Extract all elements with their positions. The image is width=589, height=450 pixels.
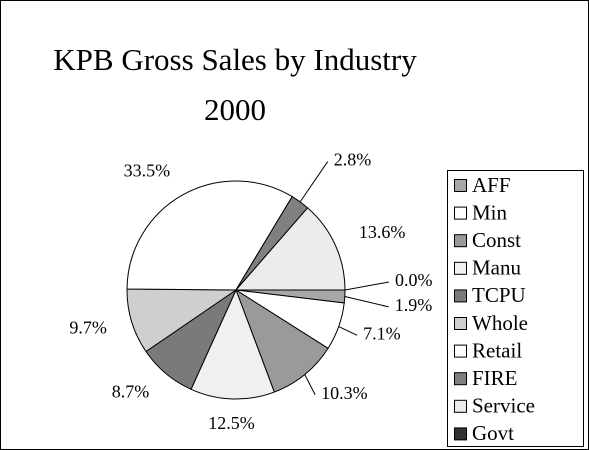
legend-box — [447, 170, 584, 447]
legend-label: Whole — [472, 311, 528, 335]
data-label: 33.5% — [124, 160, 171, 180]
data-label: 10.3% — [321, 383, 368, 403]
data-label: 9.7% — [69, 317, 107, 337]
leader-line — [304, 374, 316, 395]
legend-label: AFF — [472, 173, 511, 197]
chart-title: KPB Gross Sales by Industry — [53, 42, 417, 77]
legend-label: Manu — [472, 256, 521, 280]
legend-swatch — [454, 261, 467, 275]
legend-swatch — [454, 289, 467, 303]
leader-line — [344, 281, 390, 291]
legend-swatch — [454, 399, 467, 413]
data-label: 2.8% — [334, 150, 372, 170]
data-label: 1.9% — [395, 295, 433, 315]
leader-line — [338, 326, 358, 336]
data-label: 8.7% — [112, 382, 150, 402]
legend-swatch — [454, 234, 467, 248]
pie-slice — [235, 288, 329, 393]
leader-line — [299, 161, 329, 203]
legend-label: Govt — [472, 421, 514, 445]
legend-swatch — [454, 317, 467, 330]
chart-subtitle: 2000 — [204, 92, 266, 127]
legend-swatch — [454, 179, 467, 192]
legend-label: TCPU — [472, 283, 526, 307]
legend-swatch — [454, 206, 467, 220]
legend-label: Retail — [472, 338, 522, 362]
legend-label: Service — [472, 394, 535, 418]
pie-slice — [234, 207, 346, 291]
legend-swatch — [454, 344, 467, 358]
pie-slice — [126, 180, 293, 291]
legend-label: Const — [472, 228, 521, 252]
legend-label: Min — [472, 200, 508, 224]
pie-slice — [190, 288, 275, 400]
data-label: 0.0% — [395, 270, 433, 290]
data-label: 13.6% — [359, 222, 406, 242]
leader-line — [344, 296, 389, 308]
data-label: 7.1% — [363, 323, 401, 343]
legend-label: FIRE — [472, 366, 518, 390]
data-label: 12.5% — [208, 413, 255, 433]
legend-swatch — [454, 372, 467, 386]
legend-swatch — [454, 427, 467, 441]
